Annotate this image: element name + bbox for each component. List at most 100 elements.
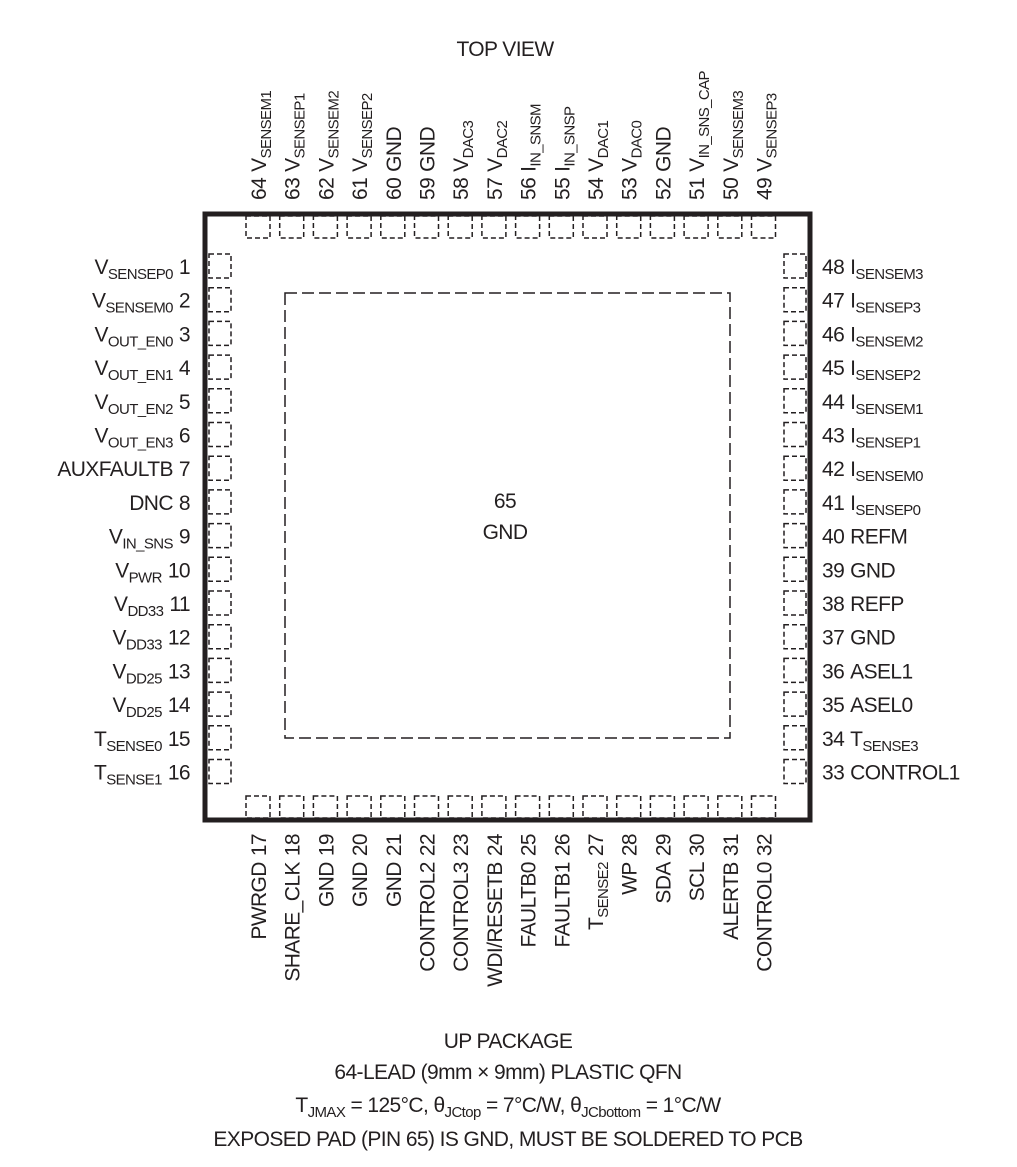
pin-name: PWRGD (248, 862, 271, 940)
pin-label: 43 ISENSEP1 (822, 425, 921, 452)
pin-number: 55 (551, 178, 574, 200)
pin-label: 45 ISENSEP2 (822, 357, 921, 384)
pin-pad (278, 215, 305, 239)
pin-number: 15 (168, 728, 190, 751)
pin-name: CONTROL0 (754, 862, 777, 972)
pin-number: 22 (417, 834, 440, 856)
pin-pad (717, 215, 743, 239)
pin-pad (278, 795, 305, 819)
pin-label: VIN_SNS 9 (109, 526, 190, 553)
pin-name-subscript: SENSEM0 (105, 300, 173, 317)
pin-name: CONTROL2 (417, 862, 440, 972)
pin-number: 8 (179, 492, 190, 515)
pin-number: 36 (822, 660, 844, 683)
pin-pad (413, 215, 440, 239)
pin-label: 44 ISENSEM1 (822, 391, 923, 418)
pin-name: ALERTB (720, 862, 743, 940)
pin-label: VOUT_EN3 6 (94, 425, 190, 452)
pin-name-subscript: SENSE3 (862, 738, 918, 755)
pin-name: SDA (652, 862, 675, 904)
pin-name: V (94, 256, 108, 279)
pin-number: 60 (383, 178, 406, 200)
pin-label: TSENSE0 15 (94, 728, 190, 755)
pin-name: I (850, 492, 855, 515)
pin-name: V (94, 357, 108, 380)
pin-name: V (315, 158, 338, 172)
pin-number: 61 (349, 178, 372, 200)
pin-number: 4 (179, 357, 191, 380)
exposed-pad (284, 292, 731, 739)
pin-label: PWRGD 17 (248, 834, 271, 940)
pin-name: REFP (850, 593, 904, 616)
pin-name-subscript: OUT_EN2 (108, 401, 173, 418)
pin-name: T (94, 762, 107, 785)
pin-number: 39 (822, 559, 844, 582)
pin-label: 52 GND (652, 127, 675, 200)
pin-name: V (450, 158, 473, 172)
pin-pad (783, 421, 807, 448)
pin-pad (481, 215, 507, 239)
pin-number: 1 (179, 256, 190, 279)
pin-name: V (282, 158, 305, 172)
pin-number: 44 (822, 391, 845, 414)
pin-name: V (585, 158, 608, 172)
pin-number: 28 (619, 834, 642, 856)
pin-name-subscript: SENSE2 (595, 862, 612, 918)
pin-number: 46 (822, 323, 844, 346)
pin-number: 13 (168, 660, 190, 683)
pin-label: VOUT_EN1 4 (94, 357, 190, 384)
pin-pad (750, 215, 777, 239)
pin-label: 53 VDAC0 (619, 121, 646, 200)
pin-label: 49 VSENSEP3 (754, 93, 781, 200)
pin-name: GND (652, 127, 675, 172)
pin-name: REFM (850, 526, 907, 549)
pin-label: GND 19 (315, 834, 338, 907)
pin-number: 30 (686, 834, 709, 856)
pin-pad (208, 253, 232, 279)
pin-label: WDI/RESETB 24 (484, 833, 507, 987)
pin-name: T (94, 728, 107, 751)
pin-pad (312, 215, 339, 239)
pin-name-subscript: OUT_EN1 (108, 367, 173, 384)
pin-pad (783, 590, 807, 616)
pin-pad (208, 286, 232, 313)
pin-label: 61 VSENSEP2 (349, 93, 376, 200)
pin-label: 42 ISENSEM0 (822, 458, 923, 485)
pin-label: 62 VSENSEM2 (315, 91, 342, 200)
pin-label: 57 VDAC2 (484, 121, 511, 200)
pin-pad (615, 795, 642, 819)
pin-number: 43 (822, 425, 844, 448)
pin-name-subscript: DD25 (126, 704, 162, 721)
pin-label: TSENSE2 27 (585, 834, 612, 930)
pin-label: ALERTB 31 (720, 834, 743, 940)
pin-label: VSENSEM0 2 (92, 290, 190, 317)
pin-pad (783, 320, 807, 347)
pin-number: 58 (450, 178, 473, 200)
pin-pad (208, 320, 232, 347)
thermal-text: = 7°C/W, θ (481, 1094, 581, 1117)
pin-name: SCL (686, 862, 709, 901)
pin-number: 17 (248, 834, 271, 856)
pin-pad (783, 286, 807, 313)
pin-pad (783, 556, 807, 583)
exposed-pad-note: EXPOSED PAD (PIN 65) IS GND, MUST BE SOL… (213, 1128, 802, 1151)
pin-name: V (686, 158, 709, 172)
pin-name-subscript: SENSEP0 (108, 266, 173, 283)
pin-name: V (115, 559, 129, 582)
pin-name: GND (315, 862, 338, 907)
pin-name-subscript: SENSEM1 (258, 91, 275, 159)
pin-name: I (850, 290, 855, 313)
pin-name-subscript: OUT_EN3 (108, 435, 173, 452)
pin-pad (208, 725, 232, 751)
pin-number: 16 (168, 762, 190, 785)
pin-name: CONTROL1 (850, 762, 960, 785)
pin-pad (783, 691, 807, 717)
center-label: GND (483, 521, 528, 544)
pin-label: VDD25 13 (112, 660, 190, 687)
pin-number: 54 (585, 177, 608, 200)
pin-pad (783, 758, 807, 785)
pin-label: 37 GND (822, 627, 895, 650)
pin-pad (783, 253, 807, 279)
pin-name: V (754, 158, 777, 172)
